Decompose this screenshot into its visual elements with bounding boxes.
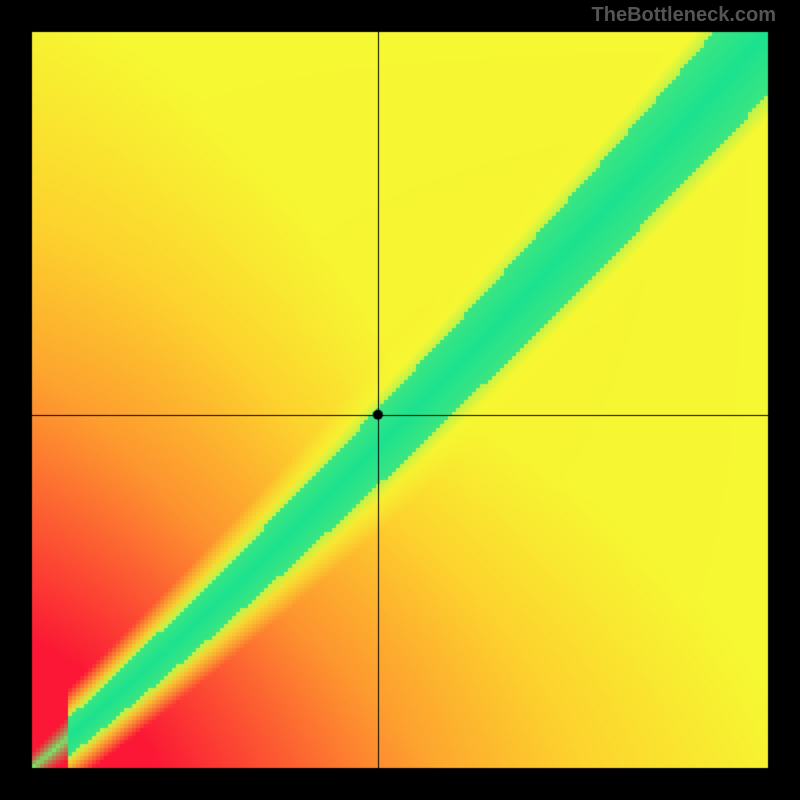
heatmap-canvas	[0, 0, 800, 800]
watermark-text: TheBottleneck.com	[592, 4, 776, 27]
chart-container: TheBottleneck.com	[0, 0, 800, 800]
